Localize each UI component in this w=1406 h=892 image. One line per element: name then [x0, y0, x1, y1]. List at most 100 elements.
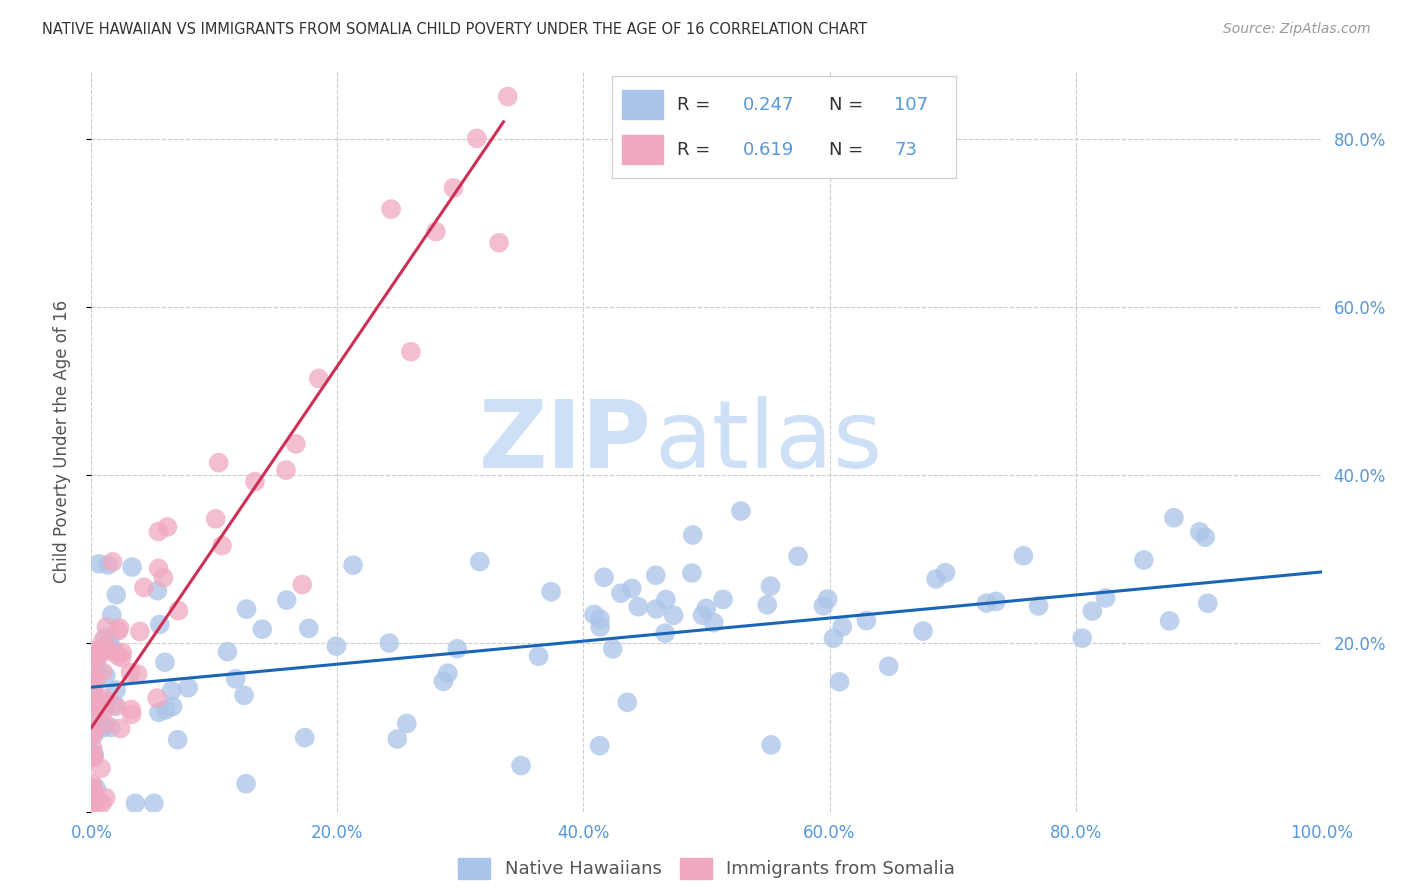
Point	[105, 683, 128, 698]
Point	[252, 622, 274, 636]
Point	[1159, 614, 1181, 628]
Point	[82, 750, 104, 764]
Text: 0.619: 0.619	[742, 141, 794, 159]
Point	[593, 570, 616, 584]
Point	[432, 674, 454, 689]
Point	[225, 672, 247, 686]
Point	[1197, 596, 1219, 610]
Point	[235, 777, 257, 791]
Point	[86, 698, 108, 712]
Legend: Native Hawaiians, Immigrants from Somalia: Native Hawaiians, Immigrants from Somali…	[449, 849, 965, 888]
Point	[583, 607, 606, 622]
Point	[1194, 530, 1216, 544]
Point	[83, 790, 105, 805]
Point	[378, 636, 401, 650]
Point	[155, 703, 177, 717]
Point	[100, 607, 122, 622]
Point	[94, 702, 117, 716]
Point	[167, 604, 190, 618]
Point	[243, 475, 266, 489]
Point	[94, 640, 117, 654]
Point	[94, 697, 117, 711]
Point	[146, 583, 169, 598]
Point	[284, 437, 307, 451]
Text: R =: R =	[678, 141, 716, 159]
Point	[274, 463, 297, 477]
Point	[89, 648, 111, 662]
Point	[387, 731, 409, 746]
Point	[120, 702, 142, 716]
Bar	[621, 90, 664, 119]
Point	[82, 725, 104, 739]
Point	[111, 646, 134, 660]
Point	[831, 620, 853, 634]
Point	[162, 699, 184, 714]
Point	[1071, 631, 1094, 645]
Point	[89, 795, 111, 809]
Point	[527, 649, 550, 664]
Point	[97, 558, 120, 572]
Point	[127, 667, 149, 681]
Point	[616, 695, 638, 709]
Point	[1133, 553, 1156, 567]
Point	[817, 591, 839, 606]
Point	[84, 781, 107, 796]
Point	[276, 593, 298, 607]
Point	[298, 621, 321, 635]
Point	[681, 566, 703, 580]
Text: N =: N =	[828, 141, 869, 159]
Point	[703, 615, 725, 630]
Point	[177, 681, 200, 695]
Point	[84, 670, 107, 684]
Text: atlas: atlas	[655, 395, 883, 488]
Point	[82, 797, 104, 811]
Point	[83, 673, 105, 688]
Point	[823, 631, 845, 645]
Point	[620, 582, 643, 596]
Point	[84, 658, 107, 673]
Point	[294, 731, 316, 745]
Point	[84, 704, 107, 718]
Point	[107, 624, 129, 638]
Point	[436, 666, 458, 681]
Point	[759, 738, 782, 752]
Point	[1028, 599, 1050, 613]
Point	[211, 539, 233, 553]
Point	[235, 602, 257, 616]
Point	[291, 577, 314, 591]
Point	[96, 620, 118, 634]
Point	[395, 716, 418, 731]
Point	[446, 641, 468, 656]
Point	[233, 688, 256, 702]
Point	[121, 560, 143, 574]
Point	[90, 761, 112, 775]
Point	[208, 456, 231, 470]
Point	[83, 749, 105, 764]
Point	[855, 614, 877, 628]
Point	[84, 708, 107, 723]
Point	[103, 698, 125, 713]
Point	[1188, 524, 1211, 539]
Point	[82, 673, 104, 688]
Point	[83, 747, 105, 761]
Point	[105, 588, 128, 602]
Point	[342, 558, 364, 573]
Point	[82, 726, 104, 740]
Point	[146, 691, 169, 706]
Point	[695, 601, 717, 615]
Point	[976, 596, 998, 610]
Point	[217, 645, 239, 659]
Point	[101, 555, 124, 569]
Y-axis label: Child Poverty Under the Age of 16: Child Poverty Under the Age of 16	[52, 300, 70, 583]
Point	[94, 717, 117, 731]
Point	[83, 750, 105, 764]
Point	[589, 739, 612, 753]
Point	[83, 653, 105, 667]
Point	[94, 790, 117, 805]
Point	[589, 612, 612, 626]
Point	[82, 741, 104, 756]
Text: 73: 73	[894, 141, 917, 159]
Point	[654, 626, 676, 640]
Point	[111, 650, 134, 665]
Point	[89, 645, 111, 659]
